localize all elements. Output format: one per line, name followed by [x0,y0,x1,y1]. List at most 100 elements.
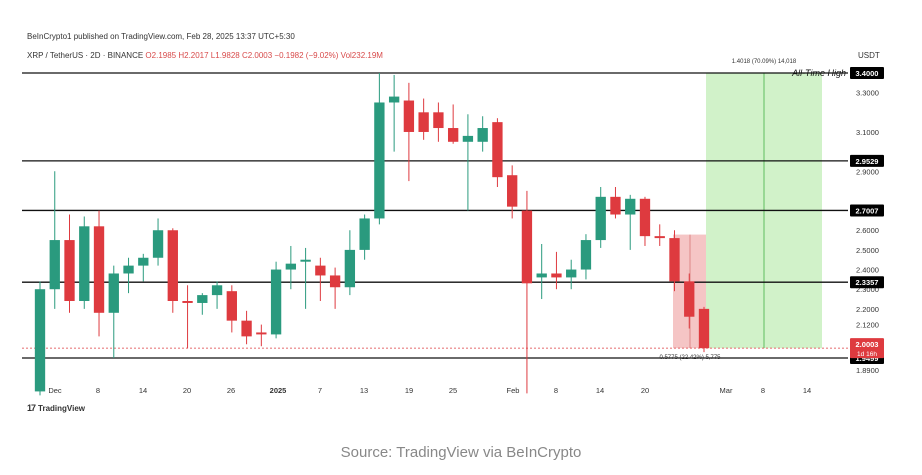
candle-body [566,269,577,278]
level-price-label: 2.3357 [856,278,879,287]
price-tick-label: 3.1000 [856,128,879,137]
candle [329,267,341,309]
candle-body [138,257,149,266]
candle [182,285,193,349]
candle-body [551,273,562,278]
candle-body [182,301,193,303]
price-tick-label: 3.3000 [856,89,879,98]
candle [359,214,370,260]
candle-body [93,226,105,313]
candle-body [300,259,311,262]
candle [285,245,297,290]
candle-body [625,198,636,215]
candle [447,104,459,144]
time-axis: Dec 8 14 20 26 2025 7 13 19 25 Feb 8 14 20 Mar 8 14 [48,386,811,395]
level-price-tag [850,276,884,289]
time-tick-label: 14 [803,386,811,395]
time-tick-label: 26 [227,386,235,395]
time-tick-label: 8 [554,386,558,395]
price-tick-label: 2.9000 [856,167,879,176]
time-tick-label: Feb [507,386,520,395]
candle [123,257,134,294]
time-tick-label: Dec [48,386,62,395]
candle [64,214,75,313]
all-time-high-label: All-Time High [791,68,846,78]
candle-body [374,102,385,219]
candle-body [167,230,178,301]
candle-body [610,196,621,215]
time-tick-label: 8 [761,386,765,395]
tradingview-logo-icon: 17 [27,403,36,413]
candle-body [197,295,208,303]
time-tick-label: 25 [449,386,457,395]
candle-body [698,308,710,349]
candle-body [359,218,370,250]
candle-body [684,281,695,317]
candle-body [329,275,341,288]
tradingview-logo-text: TradingView [38,403,85,413]
candle [344,230,356,296]
candle [79,216,90,309]
short-position-label: 0.5775 (22.42%) 5,775 [659,355,721,361]
price-tick-label: 2.3000 [856,285,879,294]
time-tick-label: 8 [96,386,100,395]
candle-body [447,128,459,142]
candle [521,190,533,394]
candle [639,196,651,246]
current-price-label: 2.0003 [856,340,879,349]
ohlc-values: O2.1985 H2.2017 L1.9828 C2.0003 −0.1982 … [145,51,383,60]
candle [49,171,60,309]
candle-body [49,240,60,290]
candle [625,194,636,250]
candle-body [285,263,297,270]
candle-body [315,265,326,276]
candle [388,74,400,152]
candle-body [433,112,444,129]
candle [108,265,119,358]
candle [226,285,237,333]
level-price-tag [850,204,884,217]
candle [300,247,311,309]
time-tick-label: 2025 [270,386,287,395]
symbol-name: XRP / TetherUS · 2D · BINANCE [27,51,144,60]
candle-body [256,332,267,335]
candle [654,224,665,246]
price-axis: 3.3000 3.1000 2.9000 2.6000 2.5000 2.4000 2.30… [850,67,884,375]
support-resistance-levels [22,72,848,359]
candle [138,253,149,282]
candle-countdown-label: 1d 16h [857,351,877,358]
candle [374,73,385,225]
candle-body [108,273,119,313]
candle-body [403,100,415,132]
candle-body [79,226,90,301]
time-tick-label: 14 [139,386,147,395]
candle [536,244,547,300]
candles [34,73,710,396]
candle-body [654,236,665,239]
candle [152,218,164,266]
candle [507,165,518,219]
candle-body [507,175,518,207]
candle-body [477,128,488,142]
candle-body [595,196,606,241]
time-tick-label: 20 [641,386,649,395]
candle [315,257,326,301]
candle [684,273,695,329]
candle [698,306,710,353]
price-tick-label: 2.1200 [856,321,879,330]
tradingview-logo[interactable]: 17 TradingView [27,403,85,413]
candle [93,210,105,337]
candle-body [344,249,356,288]
candle [34,281,46,396]
candle [580,234,592,280]
annotations: All-Time High 1.4018 (70.09%) 14,018 0.577… [659,59,846,361]
candle-body [521,210,533,284]
candle [211,281,223,309]
price-tick-label: 2.5000 [856,246,879,255]
level-price-label: 3.4000 [856,69,879,78]
time-tick-label: 19 [405,386,413,395]
candle [492,118,503,187]
candle-body [270,269,282,335]
candle [270,261,282,339]
